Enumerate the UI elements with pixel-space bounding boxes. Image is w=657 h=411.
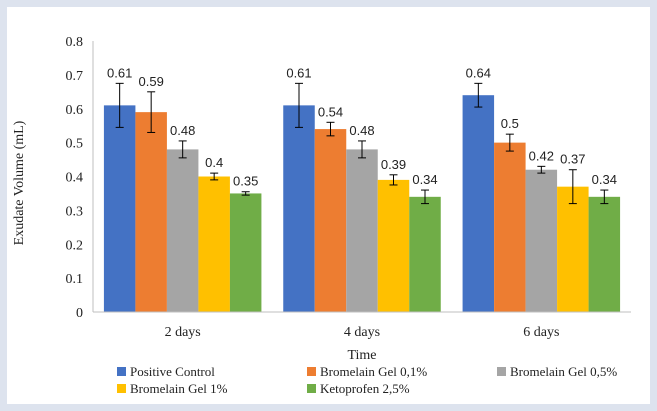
data-label: 0.48 (349, 123, 374, 138)
data-label: 0.61 (286, 65, 311, 80)
bar-chart: 00.10.20.30.40.50.60.70.8 0.610.590.480.… (12, 35, 631, 396)
data-label: 0.35 (233, 174, 258, 189)
y-tick-label: 0 (76, 306, 83, 321)
data-label: 0.54 (318, 104, 343, 119)
data-label: 0.4 (205, 155, 223, 170)
legend-swatch (497, 367, 506, 376)
bar (557, 186, 589, 312)
y-tick-label: 0.1 (66, 272, 84, 287)
bar (314, 129, 347, 312)
legend-swatch (307, 367, 316, 376)
bar (377, 179, 410, 312)
legend: Positive Control Bromelain Gel 0,1% Bromel… (117, 364, 617, 396)
y-tick-label: 0.7 (66, 69, 84, 84)
legend-label: Bromelain Gel 1% (130, 381, 228, 396)
y-tick-label: 0.5 (66, 137, 84, 152)
bar (135, 112, 167, 312)
bars-group: 0.61 0.59 0.48 0.4 0.35 0.61 0.54 0.48 0.39 0.34 0… (103, 65, 621, 312)
x-tick-label: 2 days (165, 325, 201, 340)
data-label: 0.61 (107, 65, 132, 80)
x-axis-label: Time (347, 348, 376, 363)
y-tick-label: 0.8 (66, 35, 84, 50)
legend-swatch (117, 384, 126, 393)
y-axis-label: Exudate Volume (mL) (12, 120, 27, 245)
bar (198, 176, 230, 312)
y-tick-label: 0.4 (66, 171, 84, 186)
data-label: 0.34 (592, 172, 617, 187)
bar (494, 142, 526, 312)
x-tick-label: 4 days (344, 325, 380, 340)
data-label: 0.5 (501, 116, 519, 131)
bar (409, 196, 441, 312)
data-label: 0.37 (560, 152, 585, 167)
y-axis: 0 0.1 0.2 0.3 0.4 0.5 0.6 0.7 0.8 (66, 35, 94, 321)
legend-swatch (117, 367, 126, 376)
legend-label: Bromelain Gel 0,1% (320, 364, 427, 379)
data-label: 0.64 (466, 65, 491, 80)
bar (588, 196, 621, 312)
bar (166, 149, 199, 312)
y-tick-label: 0.3 (66, 204, 84, 219)
legend-label: Ketoprofen 2,5% (320, 381, 410, 396)
bar (346, 149, 378, 312)
bar (229, 193, 262, 312)
bar (283, 105, 315, 312)
bar (462, 95, 495, 312)
legend-label: Bromelain Gel 0,5% (510, 364, 617, 379)
x-tick-label: 6 days (523, 325, 559, 340)
bar (103, 105, 136, 312)
data-label: 0.34 (412, 172, 437, 187)
legend-label: Positive Control (130, 364, 215, 379)
x-axis: 2 days 4 days 6 days (93, 311, 631, 340)
data-label: 0.39 (381, 157, 406, 172)
legend-swatch (307, 384, 316, 393)
data-label: 0.59 (139, 74, 164, 89)
y-tick-label: 0.2 (66, 238, 84, 253)
bar (525, 169, 558, 312)
chart-frame: 0 0.1 0.2 0.3 0.4 0.5 0.6 0.7 0.8 0.61 0.59 0.48 0.… (7, 7, 650, 404)
y-tick-label: 0.6 (66, 103, 84, 118)
data-label: 0.42 (529, 148, 554, 163)
data-label: 0.48 (170, 123, 195, 138)
